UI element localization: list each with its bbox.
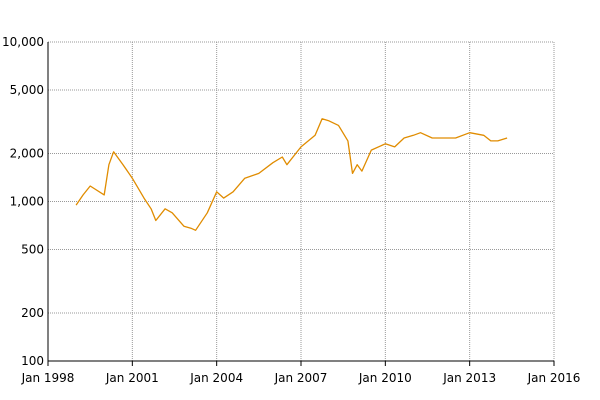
y-tick-label: 2,000 bbox=[10, 146, 44, 160]
x-tick-label: Jan 1998 bbox=[21, 371, 75, 385]
y-tick-label: 500 bbox=[21, 243, 44, 257]
x-tick-label: Jan 2001 bbox=[105, 371, 159, 385]
x-tick-label: Jan 2016 bbox=[527, 371, 581, 385]
y-tick-label: 100 bbox=[21, 354, 44, 368]
x-tick-label: Jan 2004 bbox=[189, 371, 243, 385]
line bbox=[75, 118, 508, 231]
y-tick-label: 5,000 bbox=[10, 83, 44, 97]
y-tick-label: 1,000 bbox=[10, 195, 44, 209]
x-tick-label: Jan 2010 bbox=[358, 371, 412, 385]
x-tick-label: Jan 2013 bbox=[442, 371, 496, 385]
y-tick-label: 10,000 bbox=[2, 35, 44, 49]
x-tick-label: Jan 2007 bbox=[274, 371, 328, 385]
y-tick-label: 200 bbox=[21, 306, 44, 320]
